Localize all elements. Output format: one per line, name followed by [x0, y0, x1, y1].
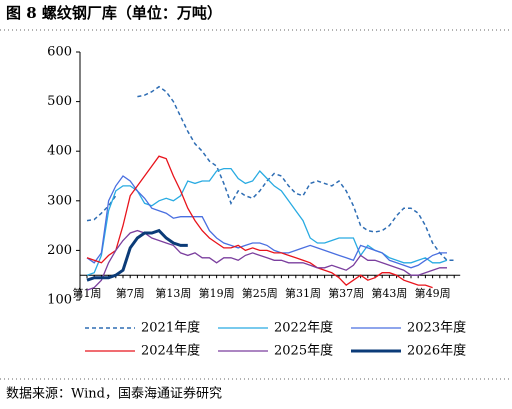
- x-tick-label: 第25周: [242, 286, 278, 300]
- series-line: [86, 175, 447, 269]
- legend-label: 2022年度: [274, 320, 333, 336]
- y-tick-label: 600: [47, 45, 72, 60]
- y-tick-label: 500: [47, 94, 72, 109]
- y-tick-label: 400: [47, 144, 72, 159]
- source-note: 数据来源：Wind，国泰海通证券研究: [6, 386, 222, 402]
- x-tick-label: 第37周: [328, 286, 364, 300]
- x-tick-label: 第1周: [73, 286, 102, 300]
- x-tick-label: 第49周: [415, 286, 451, 300]
- series-line: [86, 228, 188, 282]
- x-tick-label: 第13周: [155, 286, 191, 300]
- x-tick-label: 第19周: [199, 286, 235, 300]
- series-line: [86, 167, 448, 276]
- legend-label: 2021年度: [141, 320, 200, 336]
- chart-title: 图 8 螺纹钢厂库（单位：万吨）: [6, 4, 222, 22]
- x-tick-label: 第43周: [371, 286, 407, 300]
- legend-label: 2024年度: [141, 343, 200, 359]
- legend-label: 2026年度: [407, 343, 466, 359]
- y-tick-label: 200: [47, 243, 72, 258]
- legend-label: 2025年度: [274, 343, 333, 359]
- x-tick-label: 第31周: [285, 286, 321, 300]
- series-line: [86, 155, 433, 289]
- y-tick-label: 300: [47, 193, 72, 208]
- legend-label: 2023年度: [407, 320, 466, 336]
- series-line: [86, 229, 447, 291]
- x-tick-label: 第7周: [116, 286, 145, 300]
- y-tick-label: 100: [47, 293, 72, 308]
